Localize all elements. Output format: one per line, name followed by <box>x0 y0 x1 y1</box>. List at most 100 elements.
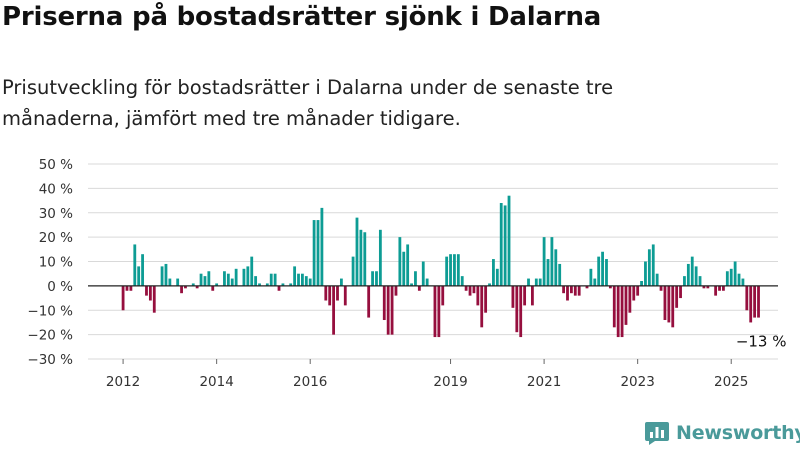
bar <box>250 256 254 286</box>
bar <box>636 285 640 296</box>
chart-title: Priserna på bostadsrätter sjönk i Dalarn… <box>2 2 602 32</box>
bar <box>378 229 382 286</box>
bar <box>499 203 503 286</box>
bar <box>472 285 476 294</box>
bar <box>390 285 394 335</box>
bar <box>410 283 413 286</box>
bar <box>137 266 141 286</box>
bar <box>141 254 144 286</box>
y-tick-label: 50 % <box>39 157 73 173</box>
bar <box>675 285 679 308</box>
bar <box>507 195 511 286</box>
bar <box>445 256 449 286</box>
y-tick-label: 20 % <box>39 230 73 246</box>
bar <box>683 276 686 286</box>
x-tick-label: 2025 <box>714 374 748 390</box>
y-tick-label: 10 % <box>39 255 73 271</box>
bar <box>312 220 316 286</box>
bar <box>226 273 230 286</box>
y-tick-label: 0 % <box>47 279 73 295</box>
bar <box>733 261 737 286</box>
bar <box>246 266 250 286</box>
bar <box>495 268 499 286</box>
bar <box>371 271 374 286</box>
bar <box>375 271 378 286</box>
bar <box>258 283 261 286</box>
bar <box>554 249 558 286</box>
bar <box>230 278 234 286</box>
bar <box>593 278 597 286</box>
bar <box>531 285 534 306</box>
bar <box>211 285 215 291</box>
x-tick-label: 2012 <box>106 374 140 390</box>
bar <box>324 285 328 301</box>
bar <box>289 283 293 286</box>
bar <box>265 283 269 286</box>
bar <box>425 278 429 286</box>
bar <box>359 229 363 286</box>
y-tick-label: 30 % <box>39 206 73 222</box>
bar <box>714 285 718 296</box>
last-value-label: −13 % <box>736 333 787 351</box>
bar <box>667 285 671 323</box>
bar <box>632 285 636 301</box>
bar <box>534 278 538 286</box>
bar <box>417 285 421 291</box>
bar <box>608 285 612 289</box>
bar <box>293 266 297 286</box>
bar <box>624 285 628 325</box>
bar <box>741 278 745 286</box>
bar <box>129 285 133 291</box>
y-tick-label: 40 % <box>39 181 73 197</box>
bar <box>453 254 456 286</box>
bar <box>437 285 441 338</box>
bar <box>523 285 527 306</box>
bar <box>304 276 308 286</box>
bar <box>441 285 445 306</box>
bar-chart-logo-icon <box>645 422 669 445</box>
bar <box>476 285 480 306</box>
bar <box>269 273 273 286</box>
bar <box>363 232 367 286</box>
bar <box>339 278 343 286</box>
bar <box>577 285 581 296</box>
bar <box>152 285 156 313</box>
bar <box>605 259 608 286</box>
bar <box>281 283 285 286</box>
bar <box>527 278 530 286</box>
bar <box>749 285 753 323</box>
bar <box>223 271 226 286</box>
bar <box>671 285 675 328</box>
bar <box>382 285 386 321</box>
bar <box>757 285 760 318</box>
bar <box>343 285 347 306</box>
bar <box>332 285 335 335</box>
bar <box>336 285 339 301</box>
bar <box>686 263 690 286</box>
bar <box>651 244 655 286</box>
bar <box>180 285 183 294</box>
newsworthy-logo: Newsworthy <box>644 420 800 446</box>
bar <box>184 285 187 289</box>
bar <box>254 276 258 286</box>
bar <box>737 273 741 286</box>
bar <box>503 205 507 286</box>
bar <box>406 244 410 286</box>
bar <box>456 254 460 286</box>
x-tick-label: 2023 <box>620 374 654 390</box>
bar <box>433 285 437 338</box>
bar <box>273 273 277 286</box>
bar <box>449 254 452 286</box>
x-tick-label: 2019 <box>433 374 467 390</box>
bar <box>195 285 199 289</box>
bar <box>702 285 706 289</box>
bar <box>316 220 320 286</box>
bar <box>277 285 281 291</box>
x-tick-label: 2014 <box>199 374 233 390</box>
bar <box>301 273 304 286</box>
bar <box>729 268 733 286</box>
bar <box>207 271 211 286</box>
bar <box>460 276 464 286</box>
bar <box>191 283 195 286</box>
y-tick-label: −10 % <box>27 303 73 319</box>
